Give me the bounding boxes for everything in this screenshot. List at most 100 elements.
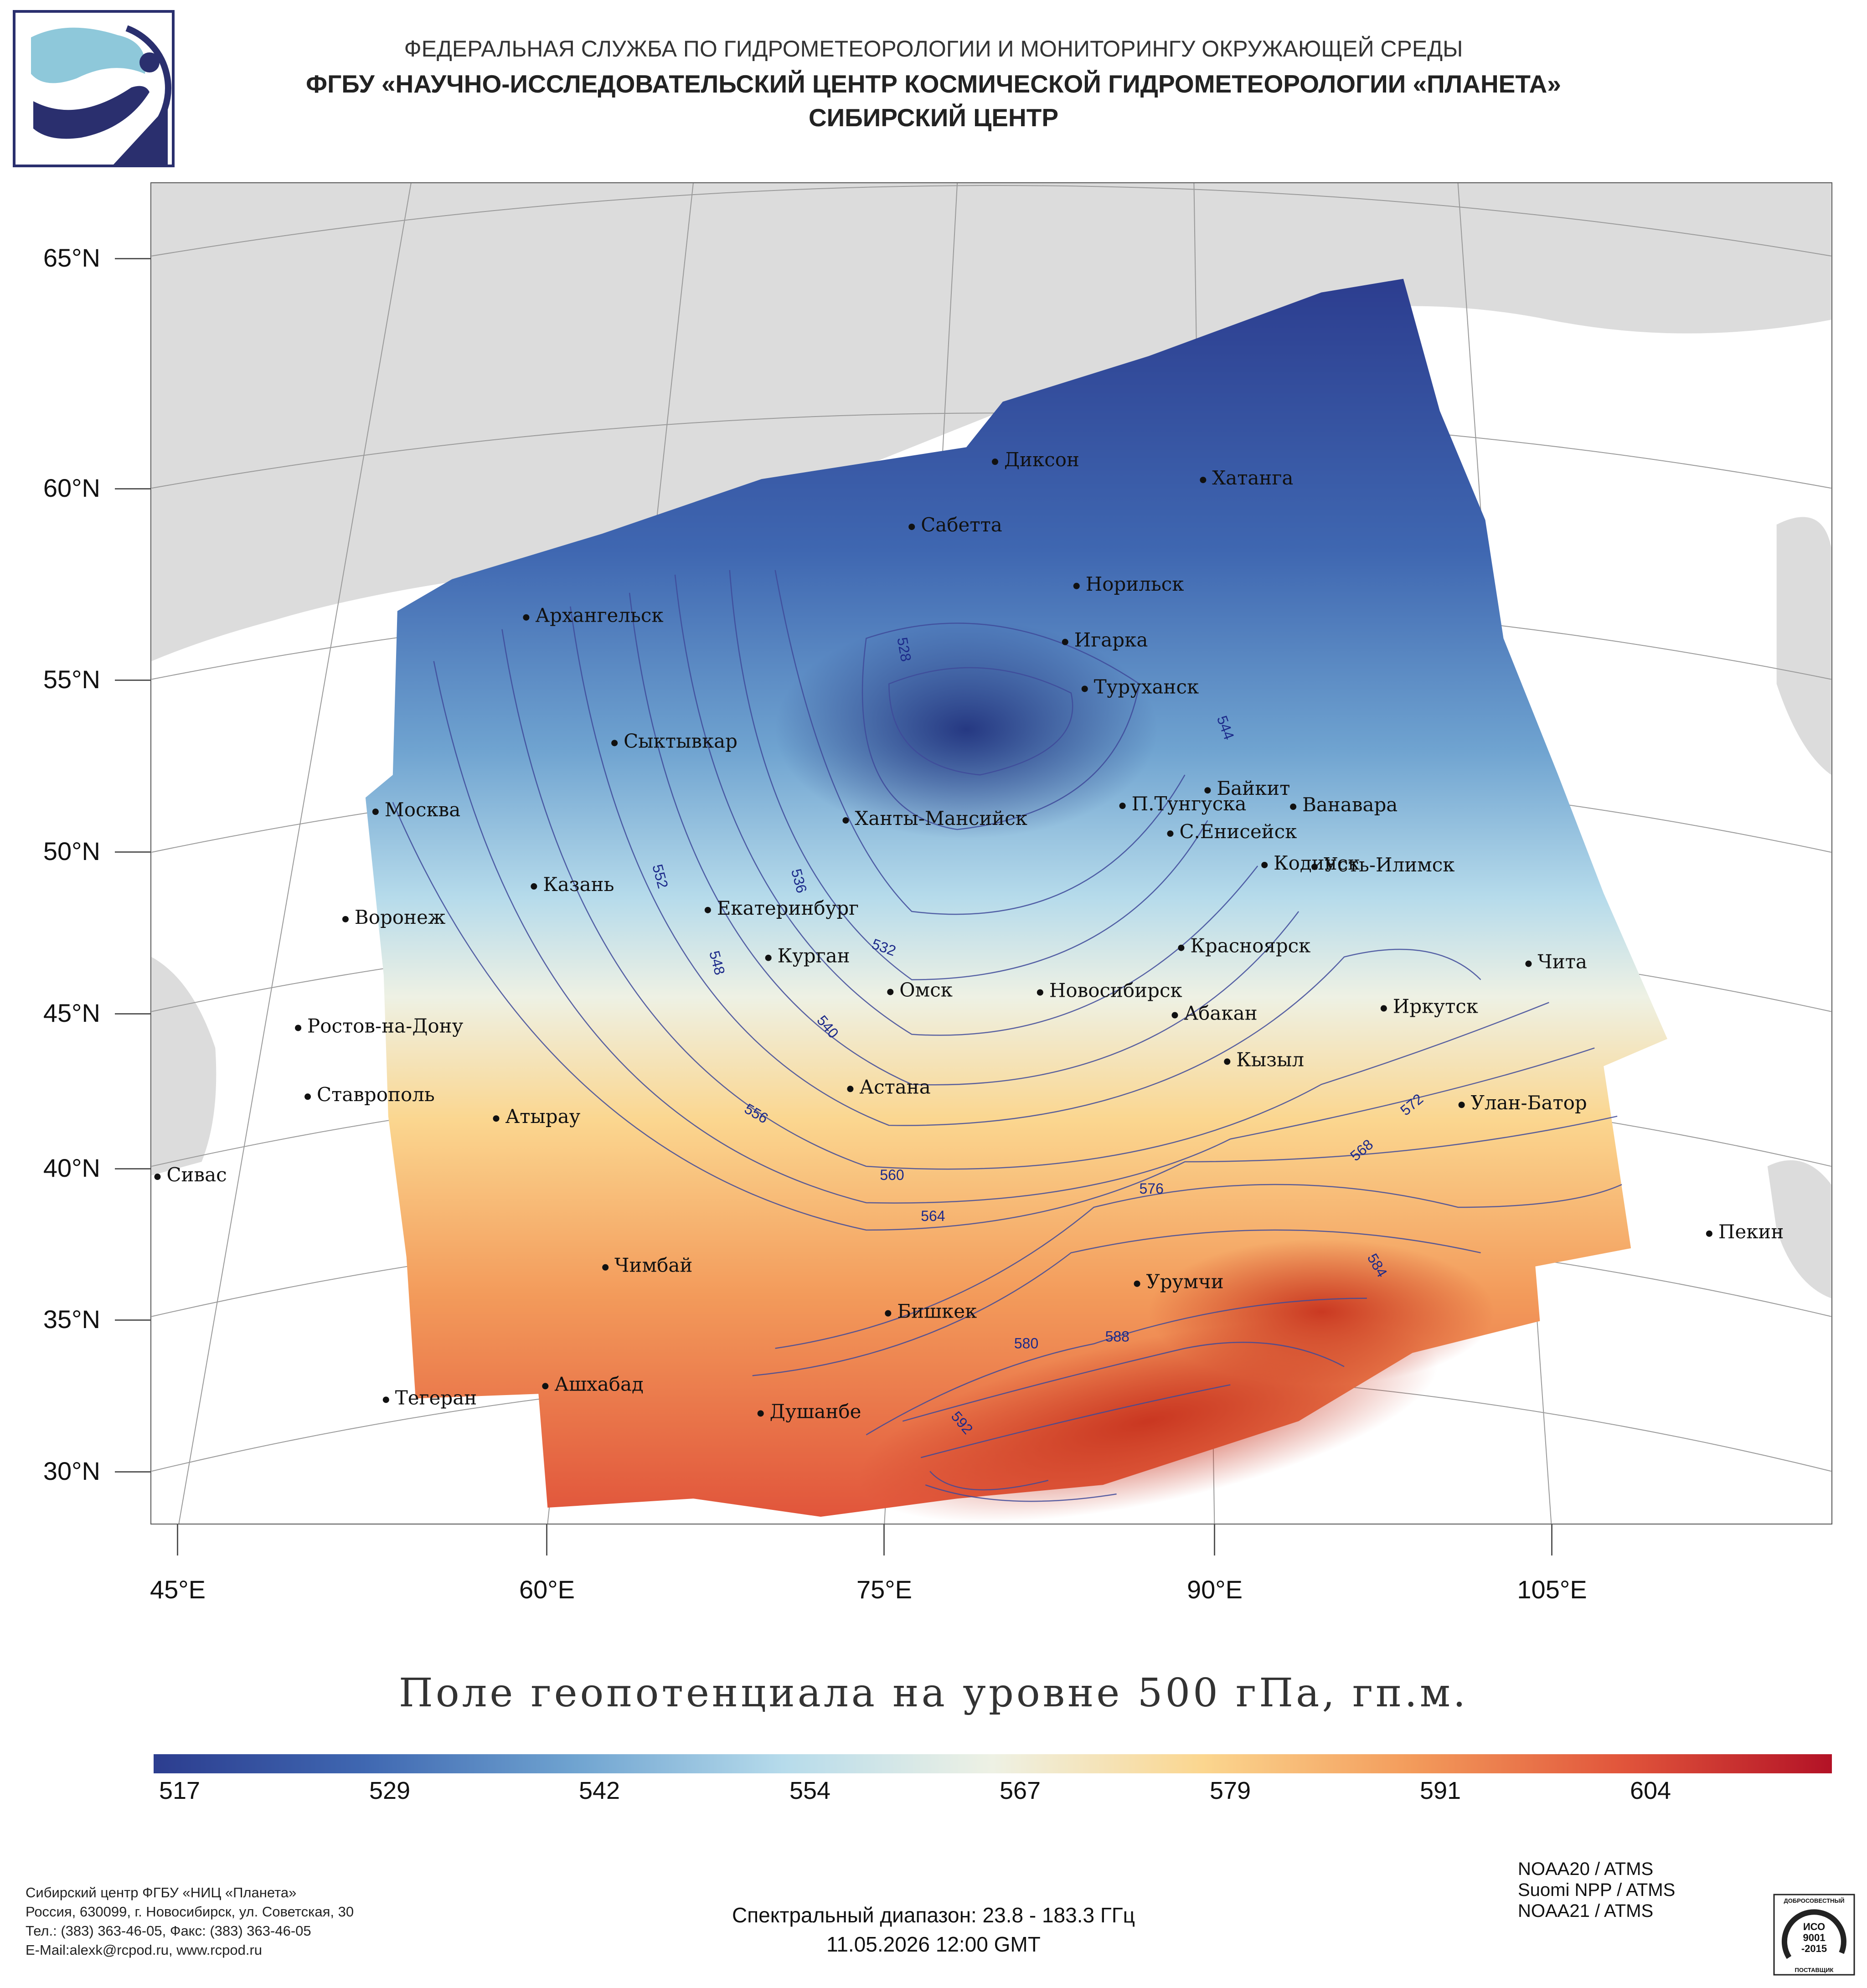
lat-tick bbox=[115, 258, 150, 259]
spectral-range: Спектральный диапазон: 23.8 - 183.3 ГГц bbox=[732, 1903, 1135, 1927]
svg-text:Курган: Курган bbox=[778, 945, 850, 967]
lon-label-60: 60°E bbox=[519, 1575, 575, 1604]
observation-info: Спектральный диапазон: 23.8 - 183.3 ГГц … bbox=[0, 1900, 1867, 1959]
svg-text:Чита: Чита bbox=[1537, 951, 1587, 973]
city-urumqi: Урумчи bbox=[1134, 1271, 1224, 1293]
city-turukhansk: Туруханск bbox=[1081, 675, 1199, 698]
colorbar-label: 517 bbox=[159, 1777, 201, 1804]
svg-text:С.Енисейск: С.Енисейск bbox=[1179, 820, 1297, 843]
city-stavropol: Ставрополь bbox=[304, 1083, 435, 1106]
city-kyzyl: Кызыл bbox=[1224, 1048, 1304, 1071]
svg-text:Усть-Илимск: Усть-Илимск bbox=[1324, 854, 1454, 876]
svg-text:Сабетта: Сабетта bbox=[921, 514, 1002, 536]
city-voronezh: Воронеж bbox=[342, 906, 446, 928]
lat-tick bbox=[115, 1168, 150, 1169]
svg-text:Ханты-Мансийск: Ханты-Мансийск bbox=[855, 807, 1027, 829]
lon-label-90: 90°E bbox=[1186, 1575, 1243, 1604]
lat-tick bbox=[115, 851, 150, 853]
svg-text:Бишкек: Бишкек bbox=[897, 1300, 977, 1323]
contour-label-560: 560 bbox=[880, 1167, 904, 1183]
black-sea bbox=[151, 957, 217, 1176]
colorbar-label: 542 bbox=[578, 1777, 620, 1804]
city-kodinsk: Кодинск bbox=[1261, 852, 1360, 874]
city-tegeran: Тегеран bbox=[382, 1386, 477, 1409]
satellite-item: Suomi NPP / ATMS bbox=[1518, 1880, 1676, 1900]
iso-top-text: ДОБРОСОВЕСТНЫЙ bbox=[1784, 1897, 1844, 1904]
svg-text:Москва: Москва bbox=[385, 798, 461, 821]
pacific-sea bbox=[1776, 517, 1831, 775]
svg-text:Иркутск: Иркутск bbox=[1393, 995, 1478, 1018]
svg-text:Красноярск: Красноярск bbox=[1190, 935, 1310, 957]
org-email: E-Mail:alexk@rcpod.ru, www.rcpod.ru bbox=[26, 1942, 263, 1958]
contour-label-group: 528 532 536 540 544 548 552 556 560 564 … bbox=[649, 636, 1426, 1437]
city-moskva: Москва bbox=[372, 798, 460, 821]
city-sabetta: Сабетта bbox=[908, 514, 1002, 536]
city-bishkek: Бишкек bbox=[885, 1300, 977, 1323]
city-khanty-mansiysk: Ханты-Мансийск bbox=[842, 807, 1027, 829]
svg-text:Улан-Батор: Улан-Батор bbox=[1471, 1092, 1587, 1114]
city-kazan: Казань bbox=[531, 873, 614, 896]
geopotential-field bbox=[365, 278, 1667, 1517]
svg-text:Ванавара: Ванавара bbox=[1302, 793, 1398, 816]
contour-lines bbox=[392, 570, 1622, 1502]
colorbar-label: 529 bbox=[369, 1777, 411, 1804]
svg-text:Туруханск: Туруханск bbox=[1094, 675, 1199, 698]
city-dikson: Диксон bbox=[991, 448, 1079, 471]
city-ulan-bator: Улан-Батор bbox=[1458, 1092, 1587, 1114]
lat-label-35: 35°N bbox=[43, 1305, 100, 1334]
svg-text:Новосибирск: Новосибирск bbox=[1049, 979, 1182, 1002]
lat-tick bbox=[115, 680, 150, 681]
svg-text:Урумчи: Урумчи bbox=[1146, 1271, 1224, 1293]
svg-text:Сивас: Сивас bbox=[166, 1164, 227, 1186]
org-phone: Тел.: (383) 363-46-05, Факс: (383) 363-4… bbox=[26, 1923, 311, 1939]
geopotential-map: 528 532 536 540 544 548 552 556 560 564 … bbox=[150, 182, 1832, 1524]
svg-text:Норильск: Норильск bbox=[1086, 573, 1184, 595]
high-pressure-core-east bbox=[1148, 1239, 1495, 1385]
city-rostov-na-donu: Ростов-на-Дону bbox=[295, 1015, 464, 1037]
colorbar-label: 554 bbox=[789, 1777, 831, 1804]
colorbar-label: 579 bbox=[1209, 1777, 1251, 1804]
city-atyrau: Атырау bbox=[493, 1105, 581, 1128]
contour-label-576: 576 bbox=[1140, 1180, 1164, 1197]
svg-text:Астана: Астана bbox=[859, 1076, 930, 1098]
lon-tick bbox=[1214, 1524, 1215, 1555]
lat-tick bbox=[115, 1013, 150, 1015]
city-kurgan: Курган bbox=[765, 945, 850, 967]
map-title: Поле геопотенциала на уровне 500 гПа, гп… bbox=[398, 1670, 1469, 1716]
observation-datetime: 11.05.2026 12:00 GMT bbox=[826, 1932, 1041, 1956]
lon-tick bbox=[1551, 1524, 1552, 1555]
city-ust-ilimsk: Усть-Илимск bbox=[1311, 854, 1454, 876]
lon-tick bbox=[546, 1524, 547, 1555]
city-omsk: Омск bbox=[887, 979, 953, 1001]
header-agency: ФЕДЕРАЛЬНАЯ СЛУЖБА ПО ГИДРОМЕТЕОРОЛОГИИ … bbox=[404, 36, 1463, 62]
planeta-logo bbox=[13, 10, 175, 167]
lat-label-55: 55°N bbox=[43, 665, 100, 694]
svg-text:Диксон: Диксон bbox=[1004, 448, 1079, 471]
organization-contacts: Сибирский центр ФГБУ «НИЦ «Планета» Росс… bbox=[26, 1883, 354, 1960]
header-institute: ФГБУ «НАУЧНО-ИССЛЕДОВАТЕЛЬСКИЙ ЦЕНТР КОС… bbox=[306, 70, 1561, 98]
contour-label-580: 580 bbox=[1014, 1335, 1038, 1352]
lon-label-75: 75°E bbox=[856, 1575, 913, 1604]
colorbar-label: 591 bbox=[1419, 1777, 1461, 1804]
city-norilsk: Норильск bbox=[1073, 573, 1184, 595]
svg-text:Казань: Казань bbox=[543, 873, 614, 896]
svg-text:Екатеринбург: Екатеринбург bbox=[717, 897, 859, 919]
svg-text:Кодинск: Кодинск bbox=[1274, 852, 1360, 874]
city-abakan: Абакан bbox=[1171, 1002, 1258, 1025]
iso-bottom-text: ПОСТАВЩИК bbox=[1795, 1967, 1834, 1973]
city-vanavara: Ванавара bbox=[1290, 793, 1398, 816]
city-yekaterinburg: Екатеринбург bbox=[704, 897, 859, 919]
lat-label-65: 65°N bbox=[43, 243, 100, 272]
city-igarka: Игарка bbox=[1062, 629, 1148, 651]
svg-text:Омск: Омск bbox=[899, 979, 953, 1001]
iso-mark: ИСО bbox=[1803, 1921, 1825, 1932]
contour-label-564: 564 bbox=[921, 1208, 945, 1224]
svg-text:Тегеран: Тегеран bbox=[395, 1386, 477, 1409]
low-pressure-core bbox=[775, 620, 1158, 839]
city-novosibirsk: Новосибирск bbox=[1037, 979, 1182, 1002]
city-irkutsk: Иркутск bbox=[1380, 995, 1478, 1018]
lat-label-45: 45°N bbox=[43, 999, 100, 1027]
header-center: СИБИРСКИЙ ЦЕНТР bbox=[808, 103, 1059, 132]
city-chita: Чита bbox=[1525, 951, 1587, 973]
lat-label-40: 40°N bbox=[43, 1154, 100, 1182]
